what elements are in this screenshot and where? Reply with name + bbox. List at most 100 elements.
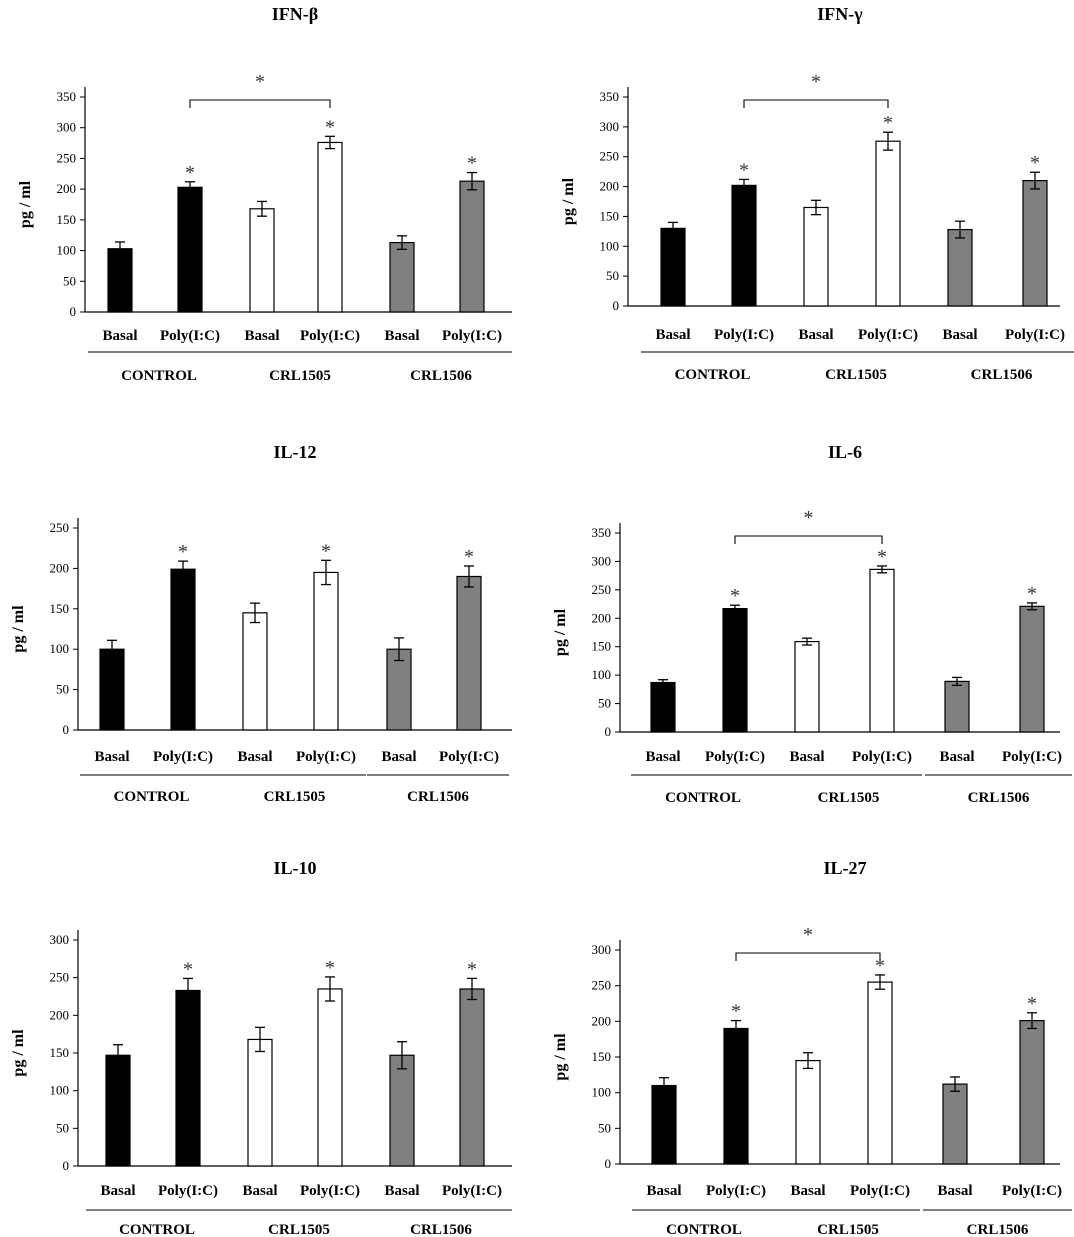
x-tick-label: Poly(I:C) <box>442 1183 502 1199</box>
bar <box>242 612 268 731</box>
x-tick-label: Poly(I:C) <box>1002 749 1062 765</box>
x-tick-label: Poly(I:C) <box>300 328 360 344</box>
y-tick-label: 350 <box>57 89 77 104</box>
x-tick-label: Basal <box>244 328 279 344</box>
bar <box>651 1084 677 1165</box>
group-label: CRL1505 <box>264 789 326 805</box>
y-tick-label: 300 <box>592 942 612 957</box>
significance-star: * <box>178 541 188 563</box>
bar <box>795 1059 821 1165</box>
group-label: CRL1506 <box>410 368 472 384</box>
y-tick-label: 50 <box>606 268 619 283</box>
y-tick-label: 200 <box>50 1007 70 1022</box>
significance-bracket <box>735 952 881 961</box>
group-label: CRL1506 <box>967 1222 1029 1237</box>
x-tick-label: Poly(I:C) <box>439 749 499 765</box>
y-axis-label: pg / ml <box>552 608 569 656</box>
y-axis-label: pg / ml <box>17 180 34 228</box>
significance-star: * <box>877 546 887 568</box>
bar <box>170 568 196 731</box>
y-tick-label: 250 <box>50 520 70 535</box>
bar <box>107 248 133 313</box>
y-tick-label: 250 <box>50 970 70 985</box>
bar <box>459 988 485 1167</box>
chart-title: IL-12 <box>273 442 316 462</box>
bracket-star: * <box>811 71 821 93</box>
significance-star: * <box>467 153 477 175</box>
y-tick-label: 200 <box>592 610 612 625</box>
bar <box>731 184 757 307</box>
x-tick-label: Poly(I:C) <box>153 749 213 765</box>
significance-star: * <box>739 159 749 181</box>
y-tick-label: 250 <box>600 149 620 164</box>
bar <box>650 681 676 733</box>
bar <box>1019 605 1045 733</box>
y-tick-label: 0 <box>613 298 620 313</box>
bar <box>317 988 343 1167</box>
x-tick-label: Poly(I:C) <box>705 749 765 765</box>
bracket-star: * <box>803 924 813 946</box>
bar <box>723 1027 749 1165</box>
x-tick-label: Poly(I:C) <box>706 1183 766 1199</box>
group-label: CONTROL <box>119 1222 195 1237</box>
significance-star: * <box>1027 993 1037 1015</box>
x-tick-label: Poly(I:C) <box>850 1183 910 1199</box>
x-tick-label: Basal <box>237 749 272 765</box>
y-tick-label: 50 <box>598 1120 611 1135</box>
significance-star: * <box>730 585 740 607</box>
chart-title: IFN-γ <box>817 4 863 24</box>
bar <box>389 1054 415 1167</box>
y-tick-label: 0 <box>63 722 70 737</box>
y-tick-label: 50 <box>56 682 69 697</box>
bar <box>386 648 412 731</box>
bar <box>456 575 482 731</box>
y-tick-label: 0 <box>63 1158 70 1173</box>
y-axis-label: pg / ml <box>560 177 577 225</box>
y-tick-label: 0 <box>605 1156 612 1171</box>
y-tick-label: 200 <box>592 1013 612 1028</box>
bar <box>722 608 748 733</box>
y-tick-label: 150 <box>57 212 77 227</box>
y-tick-label: 100 <box>592 1085 612 1100</box>
bar <box>869 568 895 733</box>
x-tick-label: Basal <box>102 328 137 344</box>
x-tick-label: Poly(I:C) <box>442 328 502 344</box>
y-tick-label: 50 <box>63 273 76 288</box>
bar <box>459 180 485 313</box>
bar <box>875 140 901 307</box>
y-axis-label: pg / ml <box>10 1029 27 1077</box>
chart-title: IL-10 <box>273 858 316 878</box>
y-tick-label: 250 <box>592 978 612 993</box>
group-label: CRL1506 <box>971 367 1033 383</box>
group-label: CRL1506 <box>410 1222 472 1237</box>
bar <box>317 141 343 313</box>
y-tick-label: 150 <box>592 639 612 654</box>
bar <box>794 640 820 733</box>
x-tick-label: Poly(I:C) <box>714 327 774 343</box>
group-label: CRL1505 <box>268 1222 330 1237</box>
x-tick-label: Poly(I:C) <box>1002 1183 1062 1199</box>
significance-star: * <box>731 1001 741 1023</box>
group-label: CONTROL <box>675 367 751 383</box>
bar <box>1022 180 1048 307</box>
bar <box>105 1054 131 1167</box>
x-tick-label: Basal <box>645 749 680 765</box>
bar <box>867 981 893 1165</box>
significance-bracket <box>734 535 883 544</box>
group-label: CRL1505 <box>817 1222 879 1237</box>
chart-panel: IL-6 pg / ml 0 50 100 150 200 250 300 350 Basal * Po… <box>552 442 1072 806</box>
y-tick-label: 50 <box>56 1120 69 1135</box>
x-tick-label: Poly(I:C) <box>858 327 918 343</box>
x-tick-label: Poly(I:C) <box>158 1183 218 1199</box>
x-tick-label: Basal <box>655 327 690 343</box>
y-tick-label: 100 <box>50 1083 70 1098</box>
y-tick-label: 350 <box>592 525 612 540</box>
significance-star: * <box>883 112 893 134</box>
y-tick-label: 150 <box>592 1049 612 1064</box>
y-tick-label: 300 <box>600 119 620 134</box>
y-tick-label: 100 <box>57 243 77 258</box>
group-label: CONTROL <box>666 1222 742 1237</box>
bar <box>1019 1020 1045 1165</box>
chart-panel: IL-10 pg / ml 0 50 100 150 200 250 300 Basal * Poly… <box>10 858 512 1237</box>
significance-star: * <box>183 958 193 980</box>
